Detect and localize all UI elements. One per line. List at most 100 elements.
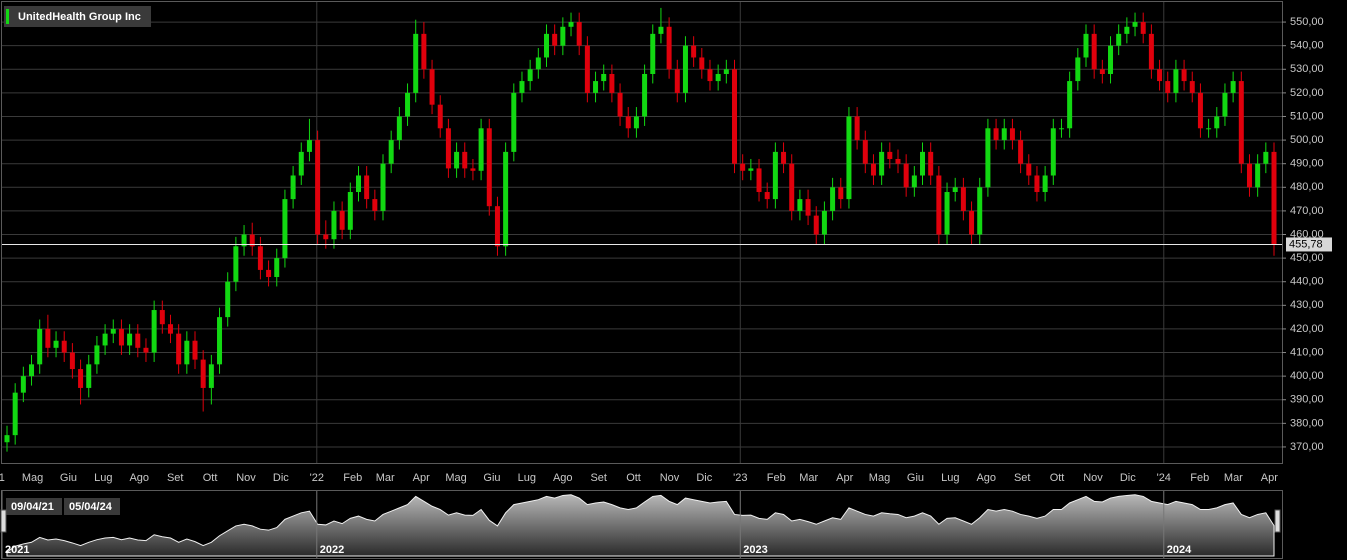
candle-body	[928, 151, 934, 176]
candle-body	[969, 210, 975, 235]
navigator-year-label: 2023	[743, 544, 767, 556]
candle-body	[503, 151, 509, 247]
x-tick-label: Nov	[236, 472, 256, 484]
candle-body	[1108, 45, 1114, 74]
candle-body	[715, 73, 721, 82]
candle-body	[813, 215, 819, 235]
x-tick-label: Set	[590, 472, 607, 484]
candle-body	[568, 22, 574, 27]
x-tick-label: Giu	[60, 472, 77, 484]
candle-body	[609, 73, 615, 93]
candle-body	[429, 69, 435, 105]
candle-body	[249, 234, 255, 247]
candle-body	[388, 140, 394, 164]
x-tick-label: Lug	[941, 472, 959, 484]
range-handle[interactable]	[0, 509, 7, 533]
candle-body	[1148, 33, 1154, 70]
candle-body	[1034, 175, 1040, 193]
y-tick-label: 460,00	[1290, 228, 1324, 240]
candle-body	[952, 187, 958, 193]
candle-body	[879, 151, 885, 176]
candle-body	[601, 73, 607, 82]
y-tick-label: 390,00	[1290, 394, 1324, 406]
candle-body	[200, 359, 206, 388]
candle-body	[1018, 140, 1024, 164]
x-tick-label: '24	[1157, 472, 1171, 484]
x-tick-label: Ott	[203, 472, 218, 484]
candle-body	[306, 140, 312, 152]
x-tick-label: Apr	[413, 472, 430, 484]
candle-body	[266, 269, 272, 277]
candle-body	[1132, 22, 1138, 27]
x-tick-label: Dic	[1120, 472, 1136, 484]
candle-body	[895, 158, 901, 164]
candle-body	[781, 151, 787, 164]
candle-body	[805, 199, 811, 216]
candle-body	[437, 104, 443, 129]
candle-body	[1050, 128, 1056, 176]
candle-body	[102, 333, 108, 346]
candle-body	[315, 140, 321, 235]
candle-body	[625, 116, 631, 129]
candle-body	[380, 163, 386, 211]
x-tick-label: Ott	[1050, 472, 1065, 484]
candle-body	[772, 151, 778, 200]
candle-body	[862, 140, 868, 164]
candle-body	[920, 151, 926, 176]
candle-body	[903, 163, 909, 188]
candle-body	[282, 199, 288, 259]
candle-body	[225, 281, 231, 318]
last-price-box	[1286, 237, 1332, 252]
x-tick-label: Set	[1014, 472, 1031, 484]
x-tick-label: Apr	[836, 472, 853, 484]
range-handle[interactable]	[1274, 509, 1281, 533]
candle-body	[633, 116, 639, 129]
x-tick-label: Mar	[376, 472, 395, 484]
candle-body	[1067, 81, 1073, 129]
y-tick-label: 380,00	[1290, 417, 1324, 429]
y-tick-label: 550,00	[1290, 16, 1324, 28]
candle-body	[674, 69, 680, 93]
y-tick-label: 470,00	[1290, 205, 1324, 217]
navigator-year-label: 2021	[5, 544, 29, 556]
x-tick-label: Ago	[553, 472, 573, 484]
candle-body	[960, 187, 966, 211]
y-tick-label: 490,00	[1290, 158, 1324, 170]
candle-body	[445, 128, 451, 169]
candle-body	[666, 26, 672, 70]
candle-body	[37, 328, 43, 365]
candle-body	[617, 92, 623, 117]
candle-body	[1001, 128, 1007, 141]
x-tick-label: Ott	[626, 472, 641, 484]
candle-body	[364, 175, 370, 200]
y-tick-label: 430,00	[1290, 299, 1324, 311]
candle-body	[421, 33, 427, 70]
x-tick-label: Set	[167, 472, 184, 484]
candle-body	[1042, 175, 1048, 193]
candle-body	[290, 175, 296, 200]
x-tick-label: Feb	[343, 472, 362, 484]
candle-body	[405, 92, 411, 117]
candle-body	[1124, 26, 1130, 34]
x-tick-label: Nov	[1083, 472, 1103, 484]
candle-body	[1246, 163, 1252, 188]
candle-body	[1026, 163, 1032, 176]
candle-body	[1165, 81, 1171, 93]
y-tick-label: 530,00	[1290, 63, 1324, 75]
candle-body	[1140, 22, 1146, 34]
candle-body	[486, 128, 492, 207]
y-tick-label: 370,00	[1290, 441, 1324, 453]
candle-body	[1206, 128, 1212, 130]
candle-body	[1083, 33, 1089, 58]
candle-body	[323, 234, 329, 240]
y-tick-label: 420,00	[1290, 323, 1324, 335]
candle-body	[159, 310, 165, 325]
candle-body	[494, 206, 500, 247]
candle-body	[658, 26, 664, 34]
x-tick-label: Mag	[22, 472, 43, 484]
candle-body	[1189, 81, 1195, 93]
candle-body	[241, 234, 247, 247]
chart-title: UnitedHealth Group Inc	[18, 11, 141, 23]
y-tick-label: 500,00	[1290, 134, 1324, 146]
candle-body	[682, 45, 688, 93]
